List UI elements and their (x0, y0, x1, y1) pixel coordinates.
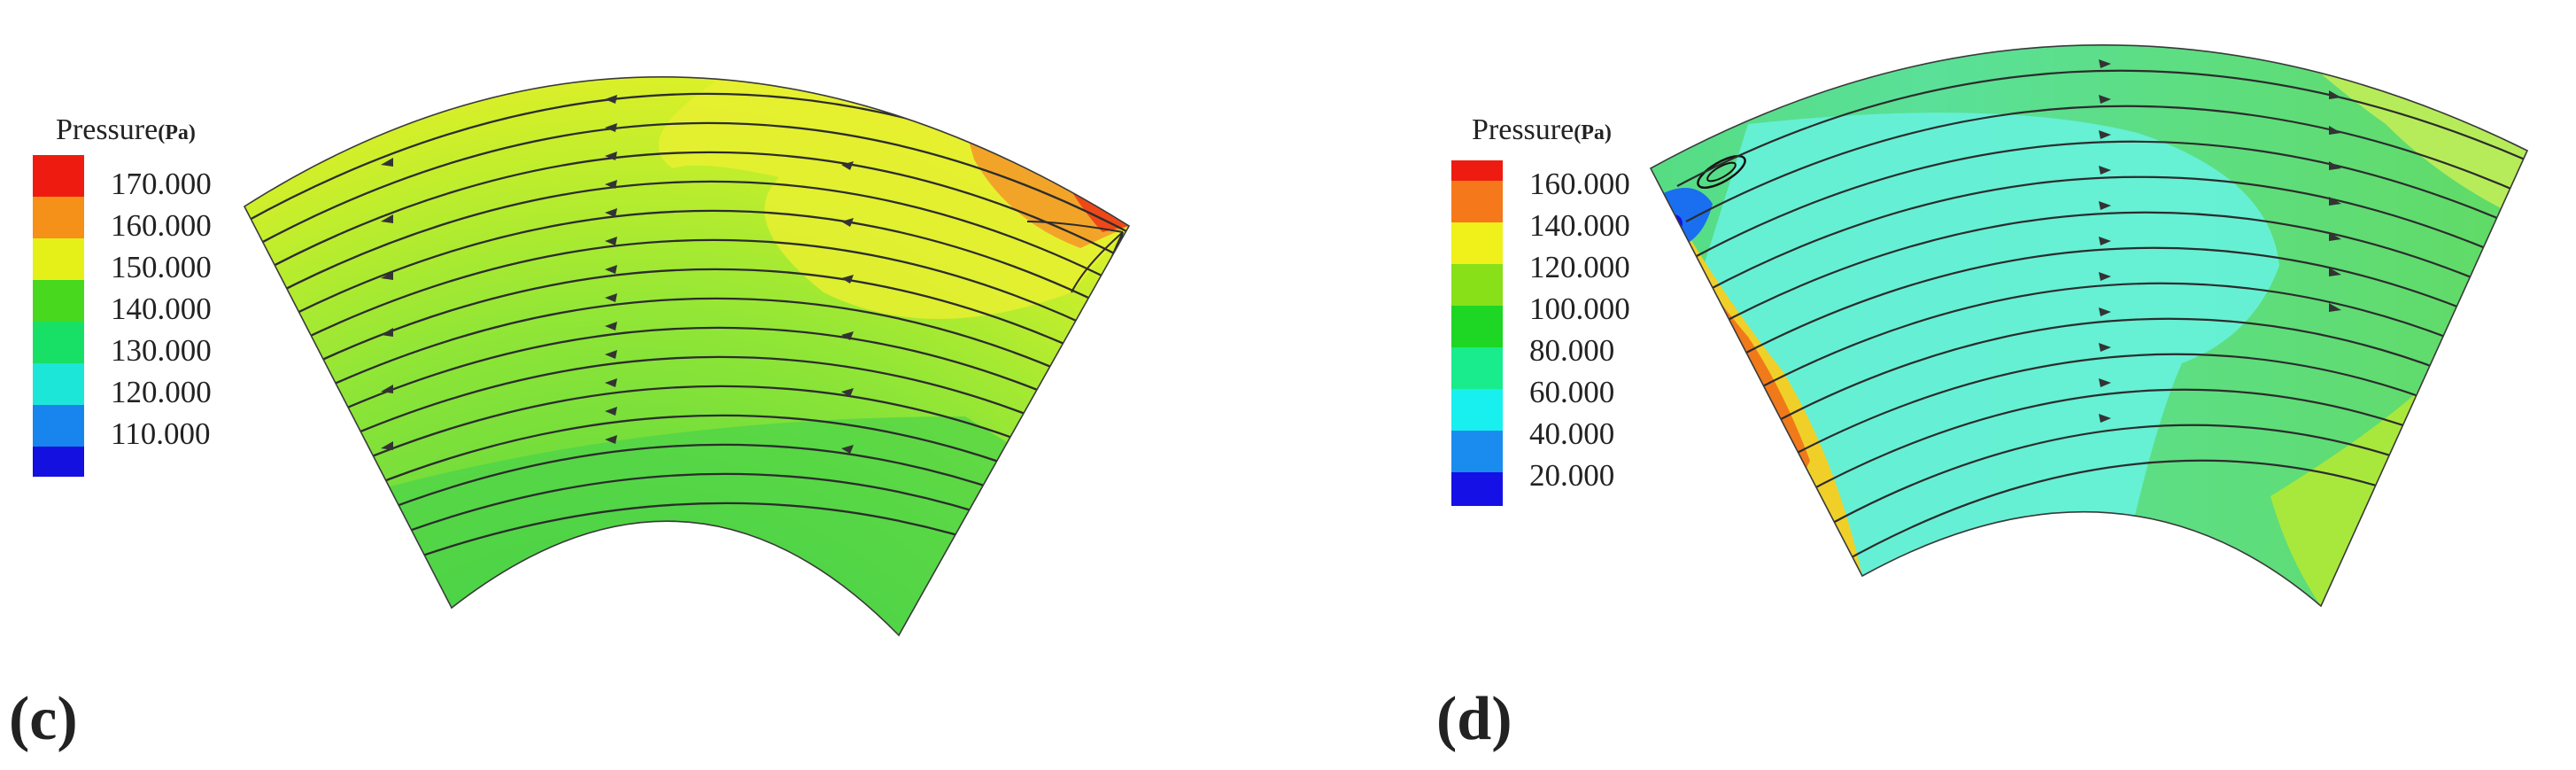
legend-title-text-c: Pressure (56, 113, 159, 146)
legend-swatch-d (1451, 389, 1503, 431)
legend-tick-c: 150.000 (111, 250, 212, 284)
legend-tick-d: 160.000 (1529, 167, 1630, 201)
legend-tick-d: 20.000 (1529, 458, 1615, 493)
panel-label-c: (c) (9, 685, 78, 753)
pressure-contour-c (243, 76, 1131, 637)
legend-tick-c: 120.000 (111, 375, 212, 409)
panel-label-d: (d) (1436, 685, 1512, 753)
legend-swatch-c (33, 238, 84, 280)
legend-title-c: Pressure(Pa) (56, 113, 196, 147)
pressure-contour-d (1649, 44, 2529, 608)
legend-swatch-c (33, 322, 84, 363)
legend-tick-d: 80.000 (1529, 333, 1615, 368)
legend-tick-c: 140.000 (111, 292, 212, 326)
legend-swatch-c (33, 197, 84, 238)
legend-swatch-d (1451, 472, 1503, 506)
legend-swatch-d (1451, 222, 1503, 264)
panel-d: Pressure(Pa) 160.000 140.000 120.000 100… (1288, 0, 2575, 770)
legend-unit-d: (Pa) (1574, 121, 1612, 144)
legend-tick-d: 120.000 (1529, 250, 1630, 284)
legend-tick-d: 40.000 (1529, 416, 1615, 451)
legend-swatch-c (33, 405, 84, 447)
legend-swatch-d (1451, 181, 1503, 222)
legend-tick-c: 170.000 (111, 167, 212, 201)
legend-swatch-d (1451, 347, 1503, 389)
legend-title-text-d: Pressure (1472, 113, 1574, 146)
legend-swatch-d (1451, 160, 1503, 181)
legend-swatch-c (33, 280, 84, 322)
legend-swatch-d (1451, 306, 1503, 347)
legend-tick-d: 140.000 (1529, 208, 1630, 243)
legend-unit-c: (Pa) (158, 121, 196, 144)
panel-c: Pressure(Pa) 170.000 160.000 150.000 140… (9, 76, 1131, 753)
legend-swatch-c (33, 447, 84, 477)
legend-tick-c: 160.000 (111, 208, 212, 243)
legend-swatch-d (1451, 264, 1503, 306)
legend-tick-d: 100.000 (1529, 292, 1630, 326)
legend-swatch-c (33, 155, 84, 197)
legend-title-d: Pressure(Pa) (1472, 113, 1612, 147)
legend-tick-c: 110.000 (111, 416, 211, 451)
legend-tick-c: 130.000 (111, 333, 212, 368)
legend-swatch-d (1451, 431, 1503, 472)
legend-swatch-c (33, 363, 84, 405)
legend-tick-d: 60.000 (1529, 375, 1615, 409)
